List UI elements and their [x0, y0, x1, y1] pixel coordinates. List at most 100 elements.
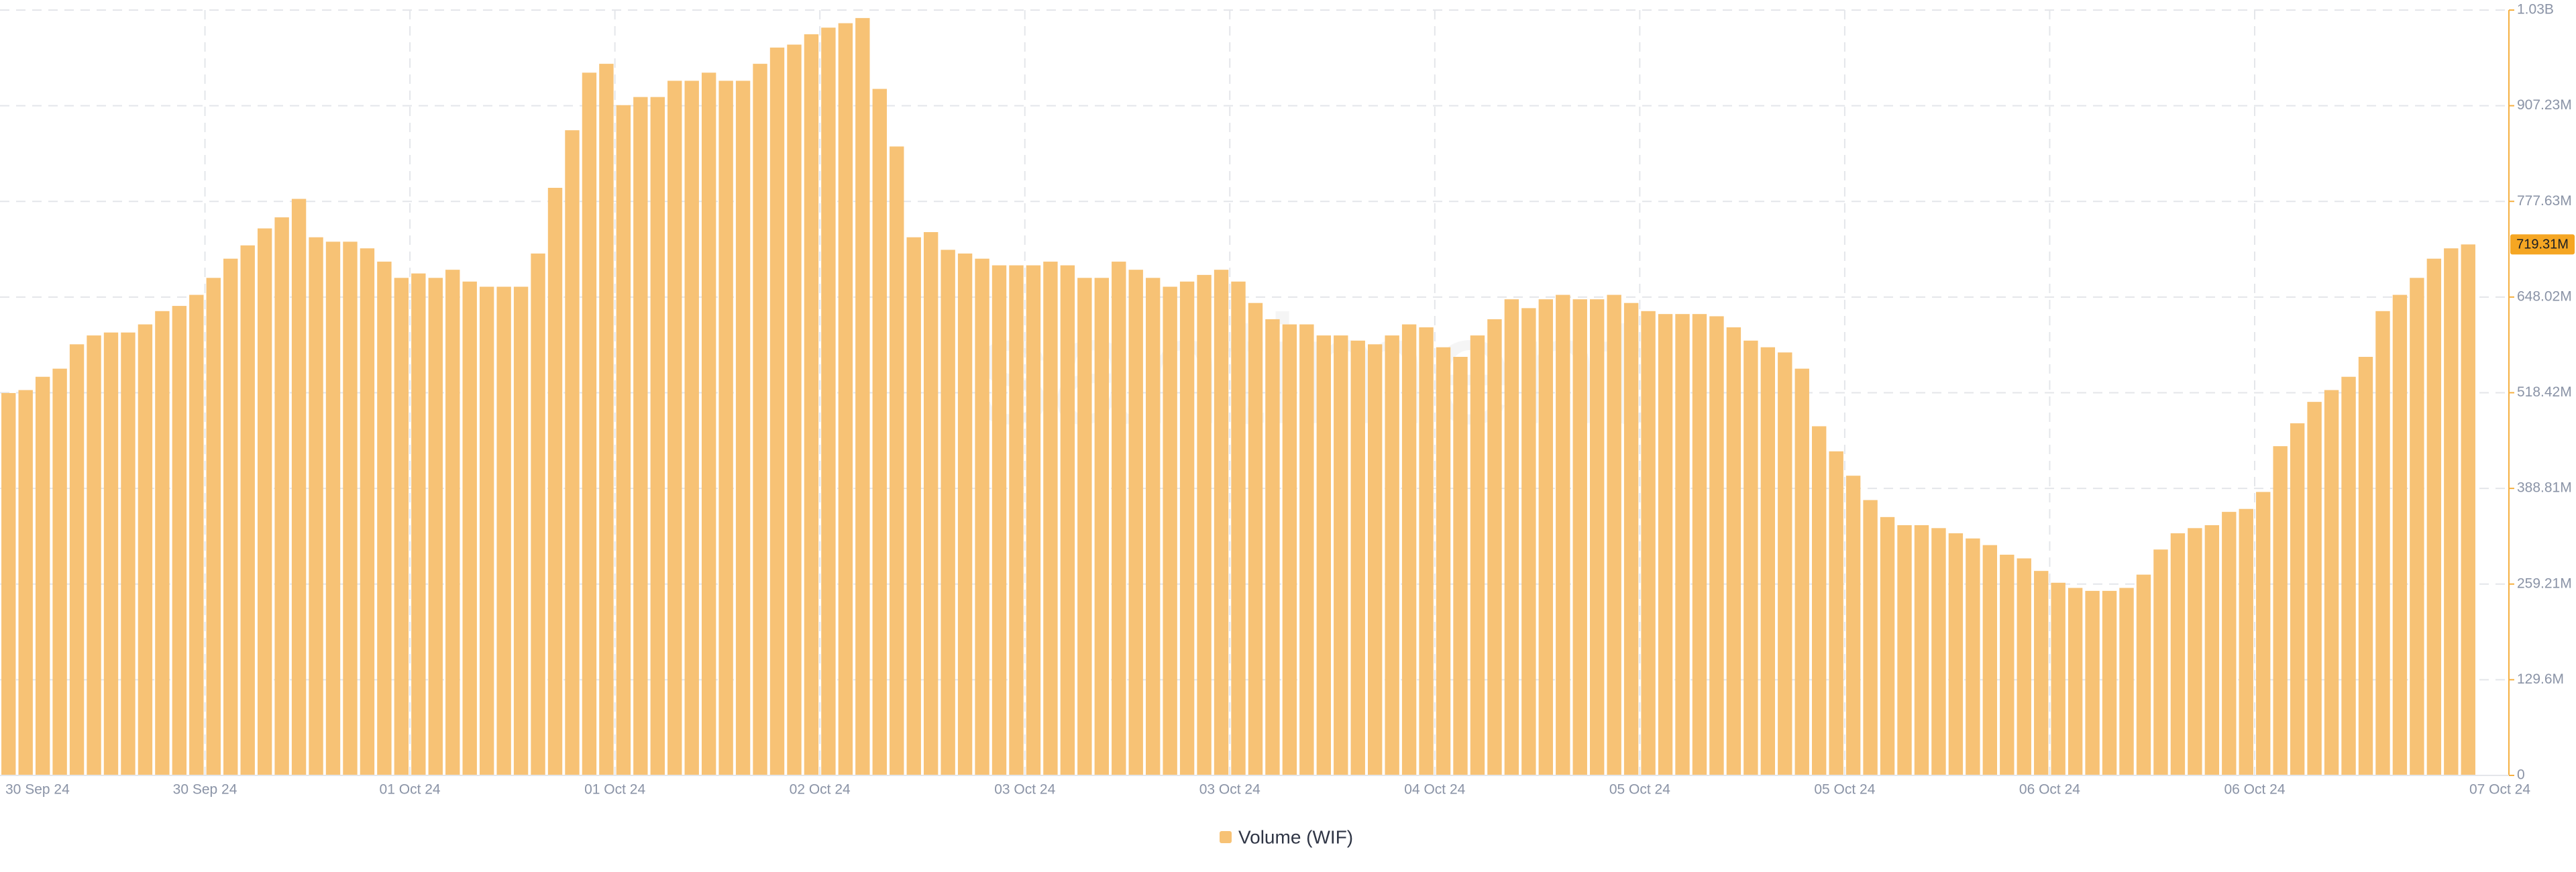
bar [206, 278, 221, 775]
bar [138, 324, 153, 775]
bar [1350, 340, 1365, 776]
bar [1197, 274, 1212, 775]
bar [1401, 324, 1417, 775]
bar [479, 286, 494, 775]
legend-swatch [1220, 831, 1232, 843]
x-tick-label: 30 Sep 24 [173, 782, 237, 798]
bar [1948, 533, 1964, 775]
bar [103, 332, 119, 775]
bar [872, 89, 887, 775]
bar [325, 241, 341, 775]
x-tick-label: 30 Sep 24 [5, 782, 70, 798]
bar [1675, 314, 1690, 775]
bar [2222, 512, 2237, 775]
y-tick-label: 259.21M [2517, 576, 2572, 591]
bar [121, 332, 136, 775]
bar [1556, 294, 1570, 775]
x-tick-label: 04 Oct 24 [1404, 782, 1465, 798]
bar [462, 281, 477, 775]
bar [667, 80, 682, 775]
bar [1487, 319, 1502, 776]
bar [2307, 402, 2322, 775]
bar [633, 97, 648, 775]
bar [394, 278, 409, 775]
bar [906, 237, 921, 775]
bar [360, 248, 375, 775]
bar [1982, 545, 1998, 775]
bar [1572, 299, 1587, 775]
bar [240, 245, 255, 775]
x-tick-label: 02 Oct 24 [790, 782, 851, 798]
bar [1231, 281, 1246, 775]
legend-label: Volume (WIF) [1238, 826, 1353, 847]
legend: Volume (WIF) [1220, 826, 1353, 847]
bar [1163, 286, 1177, 775]
bar [701, 72, 716, 776]
bar [2102, 590, 2117, 775]
bar [838, 23, 853, 776]
bar [1658, 314, 1673, 775]
bar [787, 44, 802, 776]
bar [769, 47, 785, 775]
bar [2426, 258, 2442, 775]
y-tick-label: 907.23M [2517, 97, 2572, 113]
bar [1538, 299, 1554, 775]
bar [531, 253, 545, 775]
bar [1607, 294, 1621, 775]
bar [2136, 574, 2151, 775]
bar [1845, 476, 1861, 775]
bar [855, 17, 870, 776]
bar [69, 344, 85, 775]
bar [87, 335, 101, 775]
bar [1966, 538, 1980, 775]
bar [1026, 265, 1041, 775]
bar [1179, 281, 1195, 775]
bar [2358, 357, 2373, 775]
bar [1282, 324, 1297, 775]
bar [1334, 335, 1348, 775]
bar [1419, 327, 1434, 775]
bar [650, 97, 665, 775]
x-tick-label: 03 Oct 24 [994, 782, 1055, 798]
bar [2204, 525, 2220, 775]
bar [890, 146, 904, 775]
y-tick-label: 518.42M [2517, 384, 2572, 400]
bar [343, 241, 358, 775]
bar [1812, 426, 1827, 775]
bar [496, 286, 511, 775]
bar [2000, 554, 2015, 775]
bar [1368, 344, 1383, 775]
bar [2290, 423, 2305, 775]
bar [1521, 308, 1536, 775]
bar [684, 80, 699, 775]
bar [718, 80, 733, 775]
x-tick-label: 05 Oct 24 [1814, 782, 1875, 798]
bar [172, 306, 187, 775]
bar [411, 273, 426, 775]
bar [257, 228, 272, 776]
bar [1145, 278, 1161, 775]
bar [1641, 311, 1656, 775]
bar [1043, 262, 1058, 776]
x-tick-label: 05 Oct 24 [1609, 782, 1670, 798]
bar [2034, 571, 2049, 775]
bar [1931, 528, 1946, 775]
bar [735, 80, 751, 775]
bar [2051, 582, 2065, 775]
bar [804, 34, 819, 776]
x-tick-label: 01 Oct 24 [584, 782, 645, 798]
bar [223, 258, 238, 775]
bar [2410, 278, 2424, 775]
bar [1112, 262, 1126, 776]
bar [1265, 319, 1280, 776]
bar [1299, 324, 1314, 775]
bar [1385, 335, 1399, 775]
y-tick-label: 777.63M [2517, 193, 2572, 209]
bar [2392, 294, 2408, 775]
bar [975, 258, 989, 775]
bar [2375, 311, 2390, 775]
bar [599, 64, 614, 776]
bar [2461, 244, 2475, 776]
bar [1436, 347, 1451, 775]
